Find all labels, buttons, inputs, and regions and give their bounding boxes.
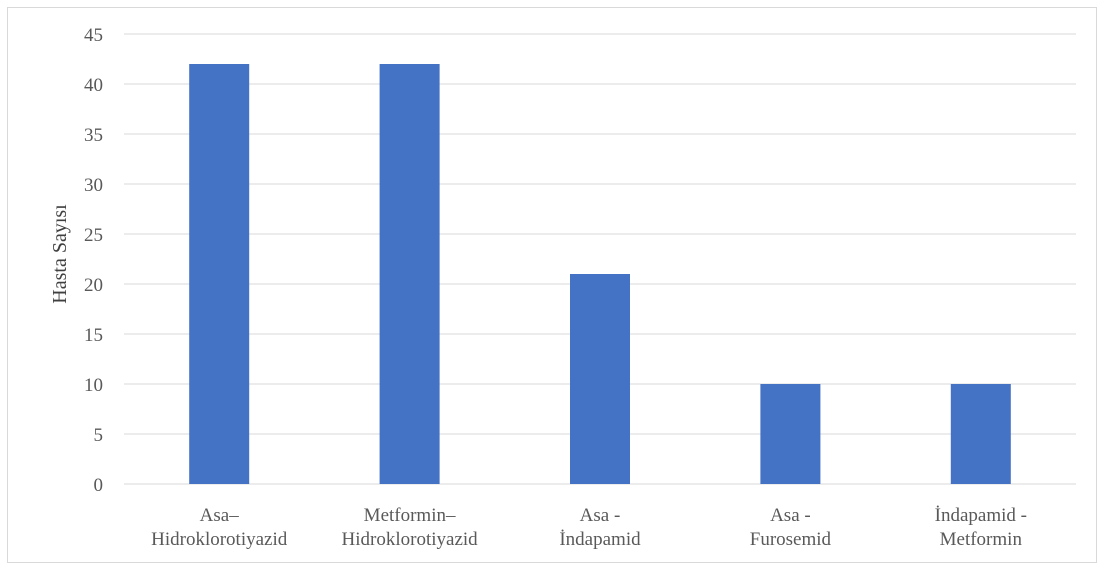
y-tick-label: 40 — [84, 75, 103, 96]
y-tick-label: 45 — [84, 25, 103, 46]
bar — [570, 274, 630, 484]
y-tick-label: 15 — [84, 325, 103, 346]
y-axis-label: Hasta Sayısı — [49, 204, 71, 304]
chart-frame — [7, 7, 1097, 563]
x-tick-label-line: Asa– — [200, 505, 240, 526]
y-tick-label: 5 — [94, 425, 104, 446]
x-tick-label-line: İndapamid — [559, 529, 641, 550]
x-tick-label: İndapamid - Metformin — [935, 505, 1027, 550]
bars — [189, 64, 1011, 484]
bar — [950, 384, 1011, 484]
bar — [379, 64, 440, 484]
y-tick-label: 35 — [84, 125, 103, 146]
bar — [189, 64, 250, 484]
x-tick-label-line: Hidroklorotiyazid — [342, 529, 479, 550]
x-tick-label-line: Asa - — [770, 505, 811, 526]
x-tick-label-line: İndapamid - — [935, 505, 1027, 526]
x-tick-label-line: Metformin– — [364, 505, 456, 526]
x-tick-label: Metformin– Hidroklorotiyazid — [342, 505, 479, 550]
x-tick-label: Asa– Hidroklorotiyazid — [151, 505, 288, 550]
x-tick-label: Asa - Furosemid — [750, 505, 832, 550]
y-tick-label: 30 — [84, 175, 103, 196]
y-tick-label: 10 — [84, 375, 103, 396]
x-tick-label-line: Asa - — [580, 505, 621, 526]
x-tick-label-line: Hidroklorotiyazid — [151, 529, 288, 550]
bar — [760, 384, 821, 484]
x-tick-labels: Asa– Hidroklorotiyazid Metformin– Hidroklor… — [151, 505, 1027, 550]
x-tick-label-line: Metformin — [940, 529, 1023, 550]
y-tick-label: 20 — [84, 275, 103, 296]
x-tick-label-line: Furosemid — [750, 529, 832, 550]
gridlines — [124, 33, 1076, 485]
y-tick-label: 0 — [94, 475, 104, 496]
y-tick-label: 25 — [84, 225, 103, 246]
x-tick-label: Asa - İndapamid — [559, 505, 641, 550]
y-tick-labels: 0 5 10 15 20 25 30 35 40 45 — [84, 25, 103, 496]
